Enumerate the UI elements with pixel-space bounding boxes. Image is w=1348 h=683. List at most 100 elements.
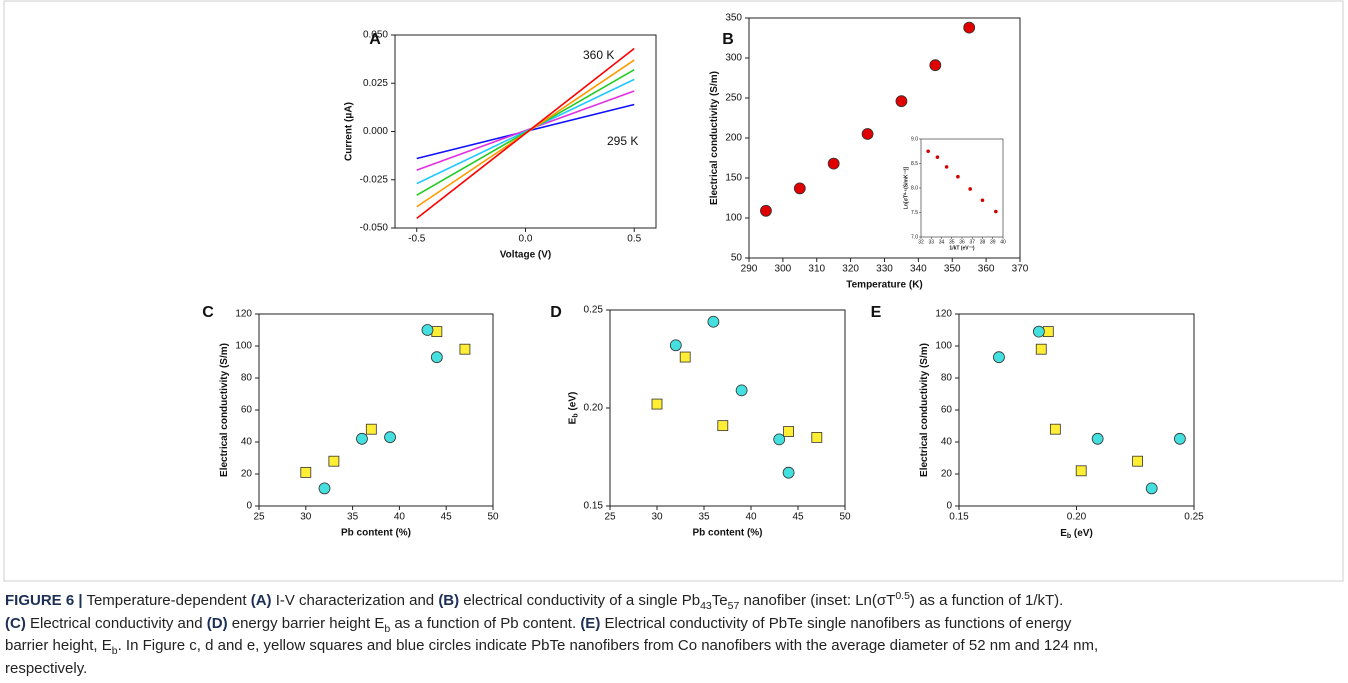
y-tick-label: 100 [935, 341, 952, 352]
caption-text: respectively. [5, 659, 88, 677]
caption-text: 57 [727, 600, 740, 612]
caption: FIGURE 6 | Temperature-dependent (A) I-V… [5, 590, 1343, 680]
caption-text: 0.5 [895, 590, 910, 602]
y-tick-label: 0.025 [363, 78, 388, 89]
data-point [827, 157, 840, 170]
x-tick-label: 30 [651, 512, 663, 523]
data-point [963, 21, 976, 34]
caption-text: nanofiber (inset: Ln(σT [739, 592, 896, 609]
caption-text: Electrical conductivity and [25, 614, 207, 632]
y-axis-label-part: b [573, 413, 580, 417]
y-tick-label: 40 [241, 437, 253, 448]
x-tick-label: 35 [698, 512, 710, 523]
data-line [416, 78, 635, 185]
x-tick-label: 30 [300, 512, 312, 523]
data-point [431, 326, 443, 338]
data-point [1075, 465, 1087, 477]
x-axis-label-part: b [1067, 533, 1071, 540]
annotation: 295 K [607, 134, 638, 148]
plot-frame [609, 309, 846, 507]
data-point [783, 426, 794, 437]
y-tick-label: 300 [725, 53, 742, 64]
x-tick-label: 25 [253, 512, 265, 523]
caption-text: (E) [580, 614, 601, 632]
y-tick-label: 9.0 [911, 136, 918, 142]
data-point [318, 482, 331, 495]
x-tick-label: 40 [1000, 239, 1006, 245]
x-tick-label: 330 [876, 264, 893, 275]
x-axis-label: Eb (eV) [1060, 528, 1093, 541]
y-tick-label: 20 [241, 469, 253, 480]
caption-text: (B) [438, 592, 460, 609]
caption-text: Temperature-dependent [82, 592, 251, 609]
caption-text: electrical conductivity of a single Pb [459, 592, 701, 609]
x-axis-label: Pb content (%) [341, 528, 411, 539]
x-tick-label: 0.15 [949, 512, 969, 523]
data-point [935, 155, 940, 159]
x-tick-label: 25 [604, 512, 616, 523]
y-tick-label: 8.0 [911, 185, 918, 191]
data-point [384, 431, 396, 444]
x-tick-label: 36 [959, 239, 965, 245]
y-axis-label-part: E [567, 417, 578, 424]
data-point [926, 149, 930, 154]
x-axis-label: Temperature (K) [846, 280, 923, 291]
x-tick-label: 50 [487, 512, 499, 523]
y-tick-label: 120 [935, 309, 952, 320]
y-tick-label: 8.5 [911, 161, 918, 167]
data-point [356, 432, 368, 445]
x-tick-label: 32 [918, 239, 924, 245]
data-point [811, 431, 823, 443]
data-point [1035, 343, 1047, 355]
data-point [861, 128, 874, 140]
y-tick-label: 50 [731, 253, 743, 264]
x-tick-label: 0.0 [519, 234, 533, 245]
caption-text: (C) [5, 614, 26, 632]
y-axis-label: Electrical conductivity (S/m) [219, 343, 230, 477]
x-axis-label: Voltage (V) [500, 250, 551, 261]
caption-text: b [111, 645, 118, 657]
caption-line: barrier height, Eb. In Figure c, d and e… [5, 635, 1343, 658]
annotation: 360 K [583, 48, 614, 62]
panel-label: A [369, 31, 381, 48]
y-tick-label: 350 [725, 13, 742, 24]
y-tick-label: 0 [946, 501, 952, 512]
x-tick-label: 310 [808, 264, 825, 275]
x-tick-label: 50 [839, 512, 851, 523]
caption-line: respectively. [5, 658, 1343, 681]
y-tick-label: 20 [941, 469, 953, 480]
caption-text: FIGURE 6 | [5, 592, 83, 609]
y-tick-label: -0.025 [360, 174, 389, 185]
y-tick-label: 0.050 [363, 30, 388, 41]
x-tick-label: 370 [1012, 264, 1029, 275]
data-point [1042, 326, 1054, 338]
y-axis-label-part: (eV) [567, 392, 578, 414]
data-point [717, 420, 729, 432]
y-tick-label: 7.5 [911, 210, 918, 216]
x-tick-label: 0.25 [1184, 512, 1204, 523]
panel-label: D [550, 304, 562, 321]
data-point [735, 384, 748, 397]
data-point [1033, 325, 1045, 338]
data-point [944, 165, 949, 169]
caption-text: b [384, 622, 391, 635]
y-tick-label: 7.0 [911, 234, 918, 240]
y-axis-label: Current (μA) [343, 102, 354, 161]
panel-label: B [722, 31, 734, 48]
y-tick-label: 60 [241, 405, 253, 416]
data-point [707, 315, 720, 328]
y-axis-label: Eb (eV) [567, 392, 580, 425]
y-tick-label: -0.050 [360, 223, 389, 234]
x-tick-label: 360 [978, 264, 995, 275]
data-point [679, 351, 691, 363]
x-tick-label: 40 [745, 512, 757, 523]
x-tick-label: 0.20 [1067, 512, 1087, 523]
y-axis-label: Electrical conductivity (S/m) [709, 71, 720, 205]
y-tick-label: 150 [725, 173, 742, 184]
x-tick-label: 290 [741, 264, 758, 275]
data-point [1091, 432, 1104, 445]
data-point [980, 198, 985, 203]
figure: A -0.5 0.0 0.5 -0.050 -0.025 0.000 0.025 0.050 Vo… [3, 0, 1344, 582]
y-tick-label: 0.20 [584, 403, 604, 414]
